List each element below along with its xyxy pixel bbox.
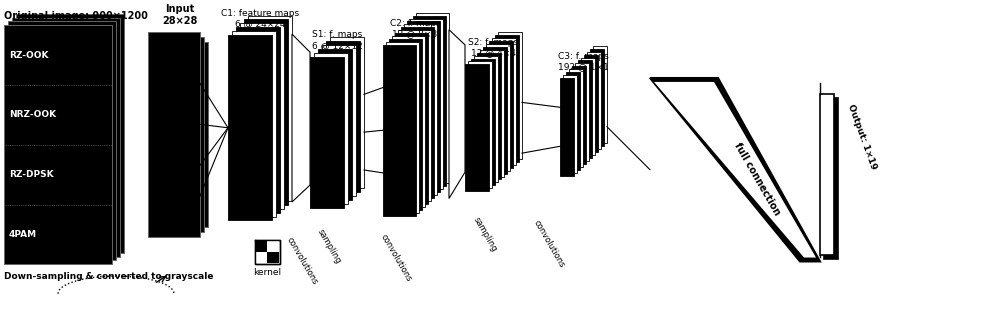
Bar <box>228 35 272 220</box>
Bar <box>471 58 495 185</box>
Text: Down-sampling & converted to grayscale: Down-sampling & converted to grayscale <box>4 272 214 281</box>
Bar <box>498 32 522 159</box>
Bar <box>240 23 284 209</box>
Bar <box>255 240 267 252</box>
Bar <box>489 41 513 168</box>
Bar <box>480 50 504 176</box>
Text: convolutions: convolutions <box>379 232 414 283</box>
Bar <box>267 252 279 263</box>
Text: sampling: sampling <box>472 216 499 253</box>
Text: convolutions: convolutions <box>532 219 567 269</box>
Text: convolutions: convolutions <box>285 235 320 286</box>
Bar <box>4 25 112 264</box>
Bar <box>563 75 577 173</box>
Bar <box>824 98 838 258</box>
Bar <box>383 45 416 216</box>
Bar <box>16 14 124 253</box>
Bar <box>407 21 440 192</box>
Text: Original image: 900×1200: Original image: 900×1200 <box>4 11 148 21</box>
Bar <box>255 240 280 264</box>
Text: Output: 1×19: Output: 1×19 <box>846 103 878 171</box>
Bar <box>395 33 428 204</box>
Bar <box>468 62 492 188</box>
Bar <box>326 41 360 192</box>
Text: S1: f. maps
6 @ 12×12: S1: f. maps 6 @ 12×12 <box>312 30 362 50</box>
Bar <box>156 42 208 227</box>
Text: RZ-OOK: RZ-OOK <box>9 51 48 60</box>
Bar <box>8 21 116 260</box>
Bar <box>492 38 516 165</box>
Bar <box>389 39 422 210</box>
Bar <box>314 53 348 204</box>
Text: kernel: kernel <box>253 268 281 277</box>
Bar <box>152 37 204 232</box>
Text: sampling: sampling <box>316 227 343 265</box>
Bar <box>560 78 574 175</box>
Bar <box>310 56 344 208</box>
Bar <box>330 37 364 188</box>
Bar <box>236 27 280 213</box>
Bar <box>566 72 580 170</box>
Polygon shape <box>449 30 465 198</box>
Bar <box>572 66 586 164</box>
Bar <box>581 57 595 155</box>
Polygon shape <box>654 82 816 257</box>
Bar <box>584 55 598 152</box>
Bar <box>416 13 449 183</box>
Bar <box>593 46 607 143</box>
Bar <box>495 35 519 162</box>
Bar <box>477 53 501 180</box>
Text: full connection: full connection <box>732 141 782 218</box>
Bar <box>398 30 431 201</box>
Text: S2: f. maps
12 @ 4×4: S2: f. maps 12 @ 4×4 <box>468 38 518 57</box>
Polygon shape <box>650 78 820 262</box>
Polygon shape <box>292 34 310 202</box>
Bar <box>569 69 583 167</box>
Bar <box>401 27 434 198</box>
Bar <box>474 56 498 182</box>
Bar <box>820 94 834 255</box>
Bar <box>483 47 507 174</box>
Bar <box>465 64 489 191</box>
Bar <box>322 45 356 196</box>
Bar <box>244 19 288 205</box>
Bar <box>232 31 276 217</box>
Text: Input
28×28: Input 28×28 <box>162 4 198 26</box>
Text: NRZ-OOK: NRZ-OOK <box>9 110 56 120</box>
Bar <box>392 36 425 207</box>
Bar <box>590 49 604 146</box>
Bar <box>386 42 419 213</box>
Bar <box>578 61 592 158</box>
Text: 4PAM: 4PAM <box>9 230 37 239</box>
Bar <box>486 44 510 171</box>
Text: C1: feature maps
6 @ 24×24: C1: feature maps 6 @ 24×24 <box>221 9 299 28</box>
Bar <box>255 252 267 263</box>
Bar <box>575 63 589 161</box>
Bar <box>404 24 437 195</box>
Bar <box>248 16 292 201</box>
Bar <box>587 52 601 149</box>
Bar <box>148 32 200 237</box>
Text: C3: f. maps
192 @ 1×1: C3: f. maps 192 @ 1×1 <box>558 52 608 71</box>
Bar <box>410 19 443 189</box>
Bar <box>12 18 120 256</box>
Text: C2: f. maps
12 @ 8×8: C2: f. maps 12 @ 8×8 <box>390 19 440 38</box>
Bar <box>413 16 446 186</box>
Bar <box>318 49 352 200</box>
Bar <box>267 240 279 252</box>
Text: RZ-DPSK: RZ-DPSK <box>9 170 54 179</box>
